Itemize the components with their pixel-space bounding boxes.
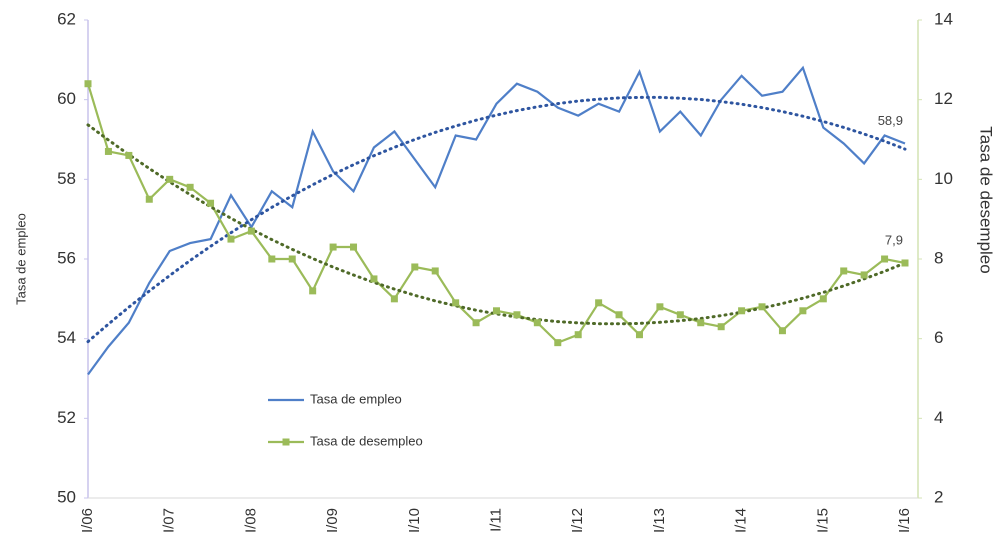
y-tick-label: 56 [57,248,76,267]
x-tick-label: I/10 [406,508,423,533]
marker [717,323,725,331]
marker [574,331,582,339]
y-tick-label: 50 [57,487,76,506]
marker [227,235,235,243]
marker [533,319,541,327]
marker [390,295,398,303]
marker [860,271,868,279]
y-tick-label: 52 [57,408,76,427]
marker [554,339,562,347]
marker [472,319,480,327]
marker [166,175,174,183]
y2-tick-label: 4 [934,408,943,427]
x-tick-label: I/09 [324,508,341,533]
marker [493,307,500,315]
marker [635,331,643,339]
legend-label: Tasa de empleo [310,391,402,406]
y2-tick-label: 2 [934,487,943,506]
x-tick-label: I/07 [161,508,178,533]
marker [370,275,378,283]
y-tick-label: 60 [57,89,76,108]
y2-tick-label: 10 [934,169,953,188]
marker [676,311,684,319]
y-tick-label: 62 [57,9,76,28]
marker [207,199,215,207]
marker [145,195,153,203]
marker [615,311,623,319]
marker [411,263,419,271]
marker [840,267,848,275]
y-tick-label: 54 [57,328,76,347]
x-tick-label: I/14 [733,508,750,533]
marker [738,307,746,315]
marker [758,303,766,311]
x-tick-label: I/13 [651,508,668,533]
x-tick-label: I/11 [487,508,504,532]
marker [431,267,439,275]
x-tick-label: I/08 [242,508,259,533]
marker [901,259,909,267]
marker [247,227,255,235]
x-tick-label: I/06 [79,508,96,533]
data-label: 7,9 [885,232,903,247]
marker [268,255,276,263]
series-line [87,65,906,376]
marker [125,151,133,159]
marker [288,255,296,263]
x-tick-label: I/16 [896,508,913,533]
marker [819,295,827,303]
x-tick-label: I/15 [814,508,831,533]
marker [513,311,521,319]
x-tick-label: I/12 [569,508,586,533]
y2-tick-label: 12 [934,89,953,108]
marker [84,80,92,88]
marker [309,287,317,295]
trendline [86,95,907,344]
legend-marker [282,438,290,446]
marker [186,183,194,191]
marker [452,299,460,307]
y-tick-label: 58 [57,169,76,188]
marker [329,243,337,251]
y2-tick-label: 6 [934,328,943,347]
marker [799,307,807,315]
legend-label: Tasa de desempleo [310,433,423,448]
marker [656,303,664,311]
y2-tick-label: 8 [934,248,943,267]
marker [881,255,889,263]
y2-tick-label: 14 [934,9,953,28]
y2-axis-label: Tasa de desempleo [977,126,996,273]
trendline [86,123,907,326]
marker [697,319,705,327]
data-label: 58,9 [878,113,903,128]
marker [595,299,603,307]
y-axis-label: Tasa de empleo [13,213,28,305]
marker [104,147,112,155]
marker [778,327,786,335]
marker [350,243,358,251]
